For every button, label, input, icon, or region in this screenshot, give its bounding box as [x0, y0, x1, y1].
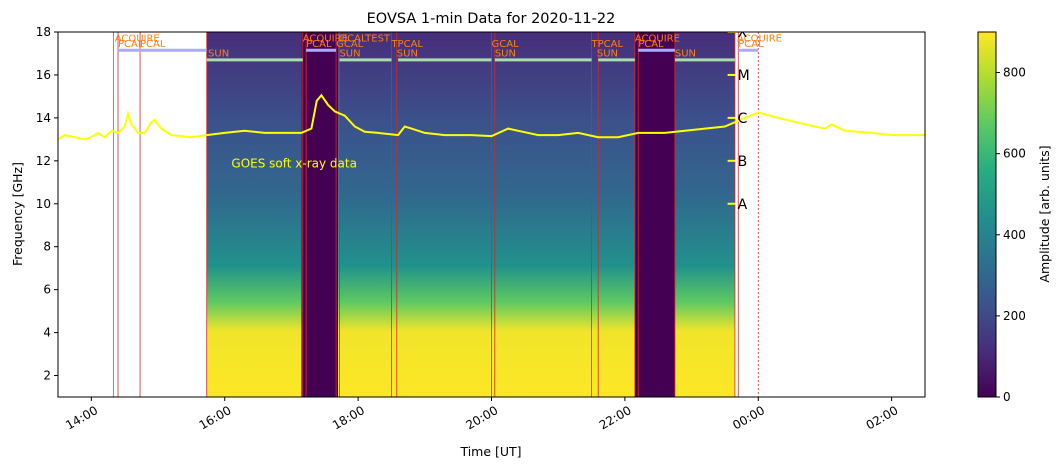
goes-xray-curve	[58, 93, 925, 141]
schedule-label: PCAL	[118, 39, 144, 50]
spectrogram-calibration-segment	[634, 32, 675, 397]
spectrogram-sun-segment	[338, 32, 635, 397]
spectrogram-calibration-segment	[301, 32, 339, 397]
x-tick-label: 00:00	[730, 403, 767, 432]
schedule-label: SUN	[495, 49, 516, 60]
schedule-label: TPCAL	[390, 39, 423, 50]
x-tick-label: 16:00	[197, 403, 234, 432]
colorbar-tick-label: 800	[1003, 66, 1026, 80]
y-tick-label: 4	[43, 326, 51, 340]
goes-class-label: M	[738, 68, 750, 84]
spectrogram-sun-segment	[206, 32, 302, 397]
y-tick-label: 6	[43, 283, 51, 297]
colorbar-tick-label: 200	[1003, 309, 1026, 323]
y-axis: 2 4 6 8 10 12 14 16 18	[36, 25, 58, 383]
x-tick-label: 02:00	[864, 403, 901, 432]
schedule-label: GCAL	[492, 39, 520, 50]
schedule-label: SUN	[675, 49, 696, 60]
colorbar-label: Amplitude [arb. units]	[1037, 145, 1052, 282]
schedule-label: PCAL	[306, 39, 332, 50]
y-tick-label: 2	[43, 369, 51, 383]
schedule-label: SUN	[208, 49, 229, 60]
schedule-label: ACQUIRE	[737, 34, 782, 45]
y-tick-label: 16	[36, 68, 51, 82]
schedule-label: TPCAL	[591, 39, 624, 50]
goes-curve-label: GOES soft x-ray data	[231, 156, 357, 170]
colorbar-tick-label: 400	[1003, 228, 1026, 242]
x-tick-label: 18:00	[330, 403, 367, 432]
y-tick-label: 8	[43, 240, 51, 254]
schedule-label: SUN	[397, 49, 418, 60]
schedule-label: DCALTEST	[339, 34, 390, 45]
schedule-label: PCAL	[140, 39, 166, 50]
schedule-label: ACQUIRE	[635, 34, 680, 45]
colorbar-tick-label: 0	[1003, 390, 1011, 404]
goes-class-label: X	[738, 25, 748, 41]
y-tick-label: 14	[36, 111, 51, 125]
goes-class-label: C	[738, 111, 748, 127]
x-axis: 14:00 16:00 18:00 20:00 22:00 00:00 02:00	[63, 397, 901, 433]
spectrogram-sun-segment	[674, 32, 735, 397]
goes-class-label: B	[738, 154, 748, 170]
chart-title: EOVSA 1-min Data for 2020-11-22	[367, 11, 616, 27]
schedule-label: PCAL	[738, 39, 764, 50]
x-tick-label: 20:00	[463, 403, 500, 432]
goes-class-label: A	[738, 197, 748, 213]
schedule-label: PCAL	[638, 39, 664, 50]
y-tick-label: 18	[36, 25, 51, 39]
y-axis-label: Frequency [GHz]	[10, 162, 25, 266]
colorbar-tick-label: 600	[1003, 147, 1026, 161]
x-axis-label: Time [UT]	[459, 444, 521, 459]
y-tick-label: 10	[36, 197, 51, 211]
y-tick-label: 12	[36, 154, 51, 168]
schedule-label: SUN	[597, 49, 618, 60]
colorbar: 0 200 400 600 800 Amplitude [arb. units]	[977, 31, 1052, 404]
schedule-label: ACQUIRE	[303, 34, 348, 45]
x-tick-label: 22:00	[597, 403, 634, 432]
schedule-label: GCAL	[336, 39, 364, 50]
x-tick-label: 14:00	[63, 403, 100, 432]
schedule-label: ACQUIRE	[115, 34, 160, 45]
schedule-label: SUN	[339, 49, 360, 60]
colorbar-gradient	[977, 31, 997, 398]
